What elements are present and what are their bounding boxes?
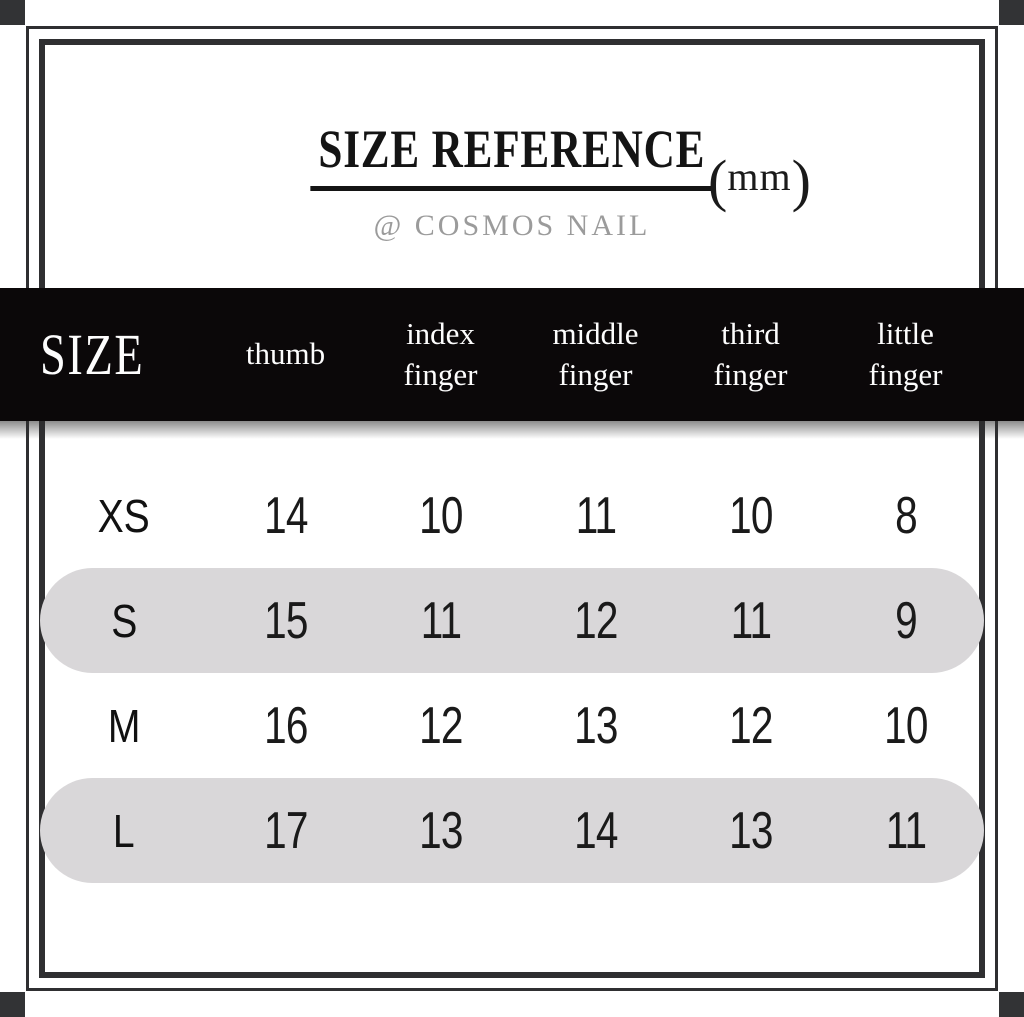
cell-value: 10 (728, 486, 773, 545)
header-cell-index-finger: index finger (403, 316, 478, 392)
cell-value: 13 (573, 696, 618, 755)
thumb-cell: 15 (208, 595, 363, 647)
inner-border-frame (39, 39, 985, 978)
cell-value: 11 (885, 801, 926, 860)
third-finger-cell: 10 (673, 490, 828, 542)
unit-paren-open: ( (708, 148, 728, 213)
row-size-cell: S (40, 598, 208, 644)
index-finger-cell: 11 (363, 595, 518, 647)
cell-value: 12 (418, 696, 463, 755)
cell-value: 14 (263, 486, 308, 545)
table-header-band: SIZE thumb index finger middle finger th… (0, 288, 1024, 439)
header-cell-middle-finger: middle finger (552, 316, 639, 392)
header-cell-little-finger: little finger (868, 316, 943, 392)
corner-mark-bottom-left (0, 992, 25, 1017)
table-row-l: L 17 13 14 13 11 (40, 778, 984, 883)
index-finger-cell: 12 (363, 700, 518, 752)
cell-value: 12 (573, 591, 618, 650)
cell-value: 14 (573, 801, 618, 860)
cell-value: 13 (418, 801, 463, 860)
table-row-xs: XS 14 10 11 10 8 (40, 463, 984, 568)
size-value: S (110, 594, 138, 647)
middle-finger-cell: 11 (518, 490, 673, 542)
size-table-body: XS 14 10 11 10 8 S 15 11 12 11 9 M 16 12… (40, 463, 984, 883)
index-finger-cell: 10 (363, 490, 518, 542)
thumb-cell: 14 (208, 490, 363, 542)
size-value: XS (97, 489, 151, 542)
third-finger-cell: 13 (673, 805, 828, 857)
unit-value: mm (727, 154, 792, 199)
header-cell-size: SIZE (40, 321, 208, 387)
brand-subtitle: @ COSMOS NAIL (373, 209, 651, 242)
little-finger-cell: 11 (828, 805, 983, 857)
corner-mark-bottom-right (999, 992, 1024, 1017)
cell-value: 11 (730, 591, 771, 650)
title-row: SIZE REFERENCE (mm) (0, 122, 1024, 210)
cell-value: 8 (894, 486, 918, 545)
header-size-label: SIZE (40, 321, 145, 387)
unit-paren-close: ) (791, 148, 811, 213)
page-title: SIZE REFERENCE (310, 122, 714, 191)
thumb-cell: 16 (208, 700, 363, 752)
size-value: L (113, 804, 135, 857)
cell-value: 15 (263, 591, 308, 650)
unit-label: (mm) (708, 152, 811, 210)
middle-finger-cell: 13 (518, 700, 673, 752)
outer-border-frame (26, 26, 998, 991)
corner-mark-top-right (999, 0, 1024, 25)
third-finger-cell: 12 (673, 700, 828, 752)
corner-mark-top-left (0, 0, 25, 25)
little-finger-cell: 8 (828, 490, 983, 542)
row-size-cell: L (40, 808, 208, 854)
row-size-cell: XS (40, 493, 208, 539)
third-finger-cell: 11 (673, 595, 828, 647)
cell-value: 10 (883, 696, 928, 755)
header-cell-third-finger: third finger (713, 316, 788, 392)
cell-value: 10 (418, 486, 463, 545)
cell-value: 9 (894, 591, 918, 650)
cell-value: 11 (575, 486, 616, 545)
thumb-cell: 17 (208, 805, 363, 857)
cell-value: 16 (263, 696, 308, 755)
header-cell-thumb: thumb (245, 336, 326, 372)
middle-finger-cell: 14 (518, 805, 673, 857)
table-row-s: S 15 11 12 11 9 (40, 568, 984, 673)
header-area: SIZE REFERENCE (mm) @ COSMOS NAIL (0, 122, 1024, 241)
index-finger-cell: 13 (363, 805, 518, 857)
cell-value: 13 (728, 801, 773, 860)
little-finger-cell: 9 (828, 595, 983, 647)
cell-value: 12 (728, 696, 773, 755)
table-row-m: M 16 12 13 12 10 (40, 673, 984, 778)
cell-value: 17 (263, 801, 308, 860)
middle-finger-cell: 12 (518, 595, 673, 647)
cell-value: 11 (420, 591, 461, 650)
row-size-cell: M (40, 703, 208, 749)
size-value: M (107, 699, 141, 752)
little-finger-cell: 10 (828, 700, 983, 752)
